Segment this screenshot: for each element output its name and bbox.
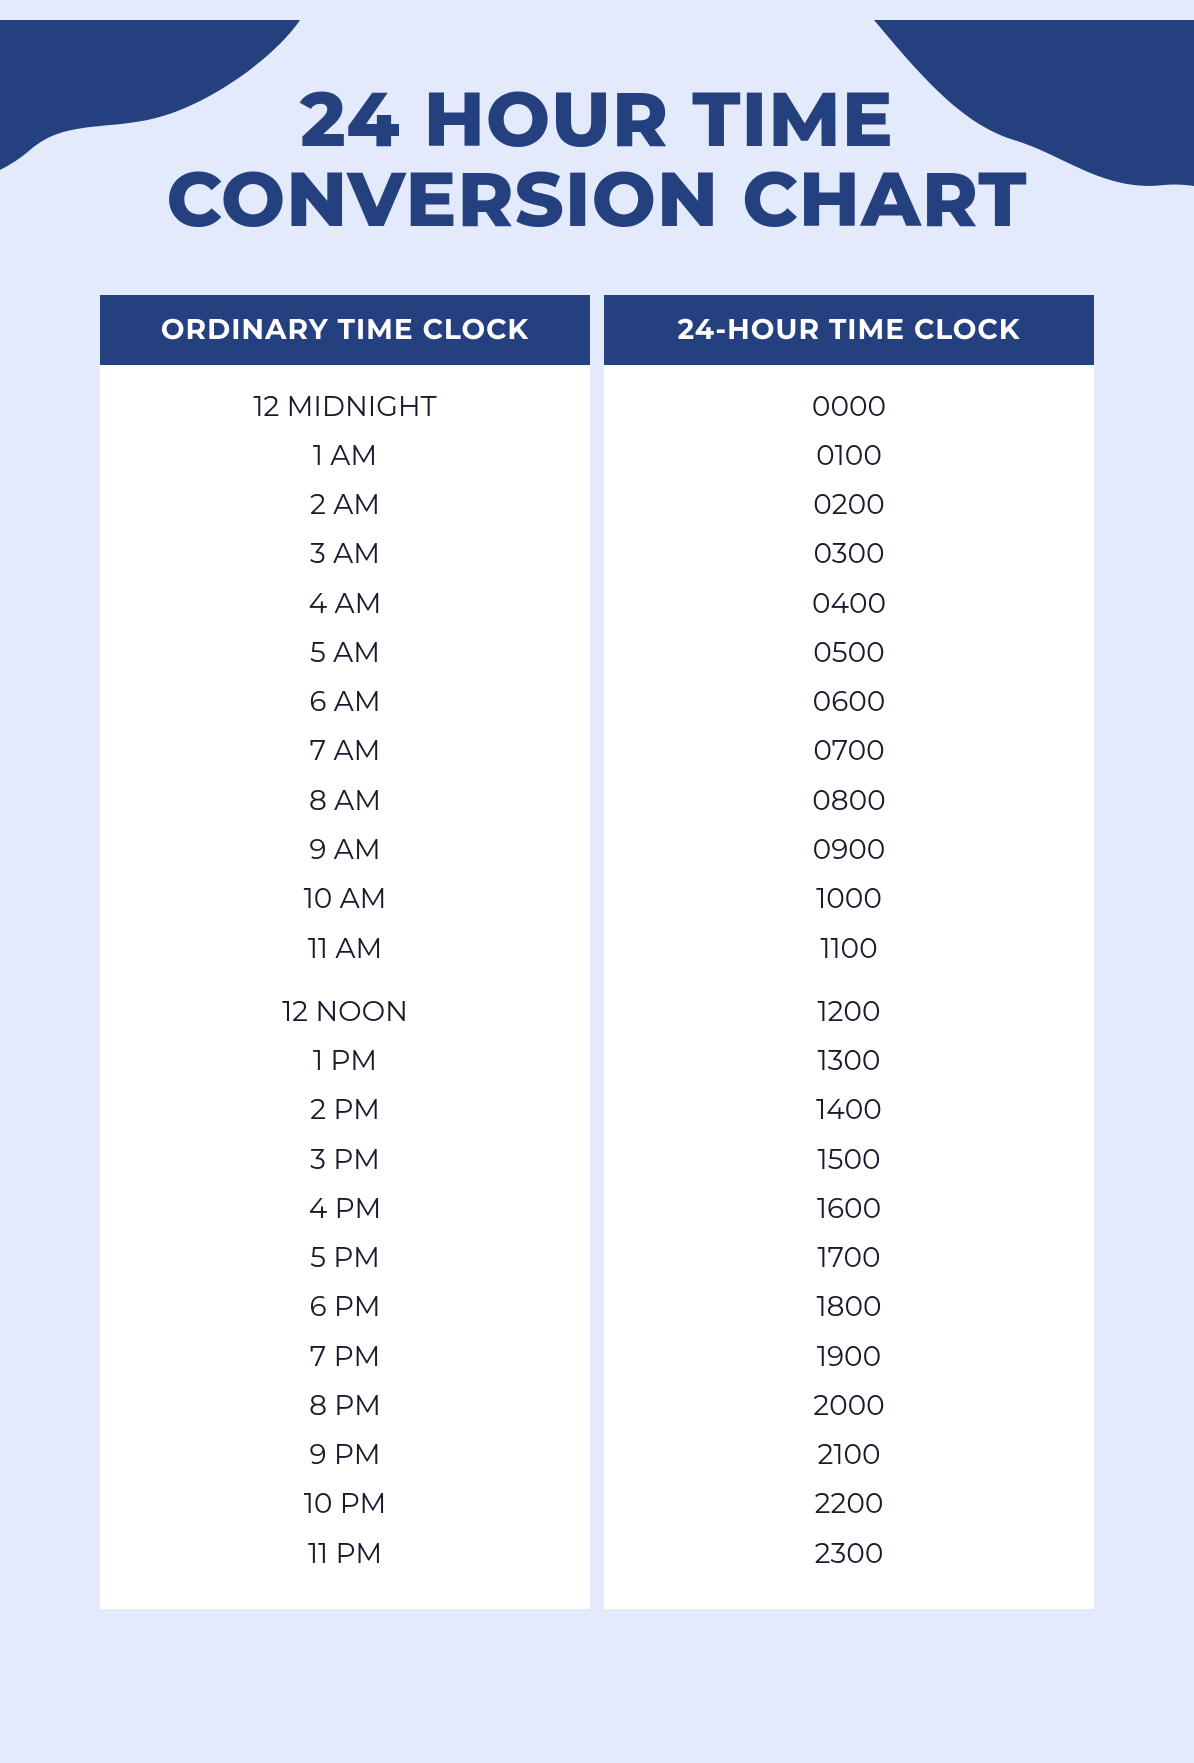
table-cell: 5 AM (100, 629, 590, 678)
column-rows-24hour: 0000010002000300040005000600070008000900… (604, 365, 1094, 1579)
table-cell: 9 PM (100, 1431, 590, 1480)
table-cell: 3 AM (100, 530, 590, 579)
table-cell: 3 PM (100, 1136, 590, 1185)
table-cell: 7 PM (100, 1333, 590, 1382)
table-cell: 12 NOON (100, 988, 590, 1037)
table-cell: 1 AM (100, 432, 590, 481)
table-cell: 5 PM (100, 1234, 590, 1283)
table-cell: 12 MIDNIGHT (100, 383, 590, 432)
table-cell: 1700 (604, 1234, 1094, 1283)
table-cell: 9 AM (100, 826, 590, 875)
table-cell: 1600 (604, 1185, 1094, 1234)
table-cell: 1100 (604, 925, 1094, 974)
table-cell: 2 AM (100, 481, 590, 530)
table-cell: 1200 (604, 988, 1094, 1037)
table-cell: 0900 (604, 826, 1094, 875)
column-header-ordinary: ORDINARY TIME CLOCK (100, 295, 590, 365)
column-24hour-time: 24-HOUR TIME CLOCK 000001000200030004000… (604, 295, 1094, 1609)
table-cell: 2200 (604, 1480, 1094, 1529)
table-cell: 0500 (604, 629, 1094, 678)
column-ordinary-time: ORDINARY TIME CLOCK 12 MIDNIGHT1 AM2 AM3… (100, 295, 590, 1609)
decorative-blob-left (0, 20, 300, 240)
table-cell: 2 PM (100, 1086, 590, 1135)
table-cell: 0200 (604, 481, 1094, 530)
table-cell: 0000 (604, 383, 1094, 432)
table-cell: 0300 (604, 530, 1094, 579)
table-cell: 1900 (604, 1333, 1094, 1382)
table-cell: 1300 (604, 1037, 1094, 1086)
table-cell: 0400 (604, 580, 1094, 629)
table-cell: 4 PM (100, 1185, 590, 1234)
table-cell: 4 AM (100, 580, 590, 629)
table-cell: 1400 (604, 1086, 1094, 1135)
table-cell: 6 PM (100, 1283, 590, 1332)
table-cell: 8 PM (100, 1382, 590, 1431)
conversion-table: ORDINARY TIME CLOCK 12 MIDNIGHT1 AM2 AM3… (0, 295, 1194, 1609)
table-cell: 11 AM (100, 925, 590, 974)
table-cell: 2300 (604, 1530, 1094, 1579)
table-cell: 10 AM (100, 875, 590, 924)
table-cell: 0800 (604, 777, 1094, 826)
table-cell: 0600 (604, 678, 1094, 727)
table-cell: 0100 (604, 432, 1094, 481)
column-header-24hour: 24-HOUR TIME CLOCK (604, 295, 1094, 365)
table-cell: 10 PM (100, 1480, 590, 1529)
table-cell: 2100 (604, 1431, 1094, 1480)
decorative-blob-right (874, 20, 1194, 260)
table-cell: 1500 (604, 1136, 1094, 1185)
table-cell: 6 AM (100, 678, 590, 727)
table-cell: 1000 (604, 875, 1094, 924)
table-cell: 7 AM (100, 727, 590, 776)
table-cell: 8 AM (100, 777, 590, 826)
column-rows-ordinary: 12 MIDNIGHT1 AM2 AM3 AM4 AM5 AM6 AM7 AM8… (100, 365, 590, 1579)
table-cell: 11 PM (100, 1530, 590, 1579)
table-cell: 2000 (604, 1382, 1094, 1431)
table-cell: 1800 (604, 1283, 1094, 1332)
table-cell: 1 PM (100, 1037, 590, 1086)
table-cell: 0700 (604, 727, 1094, 776)
